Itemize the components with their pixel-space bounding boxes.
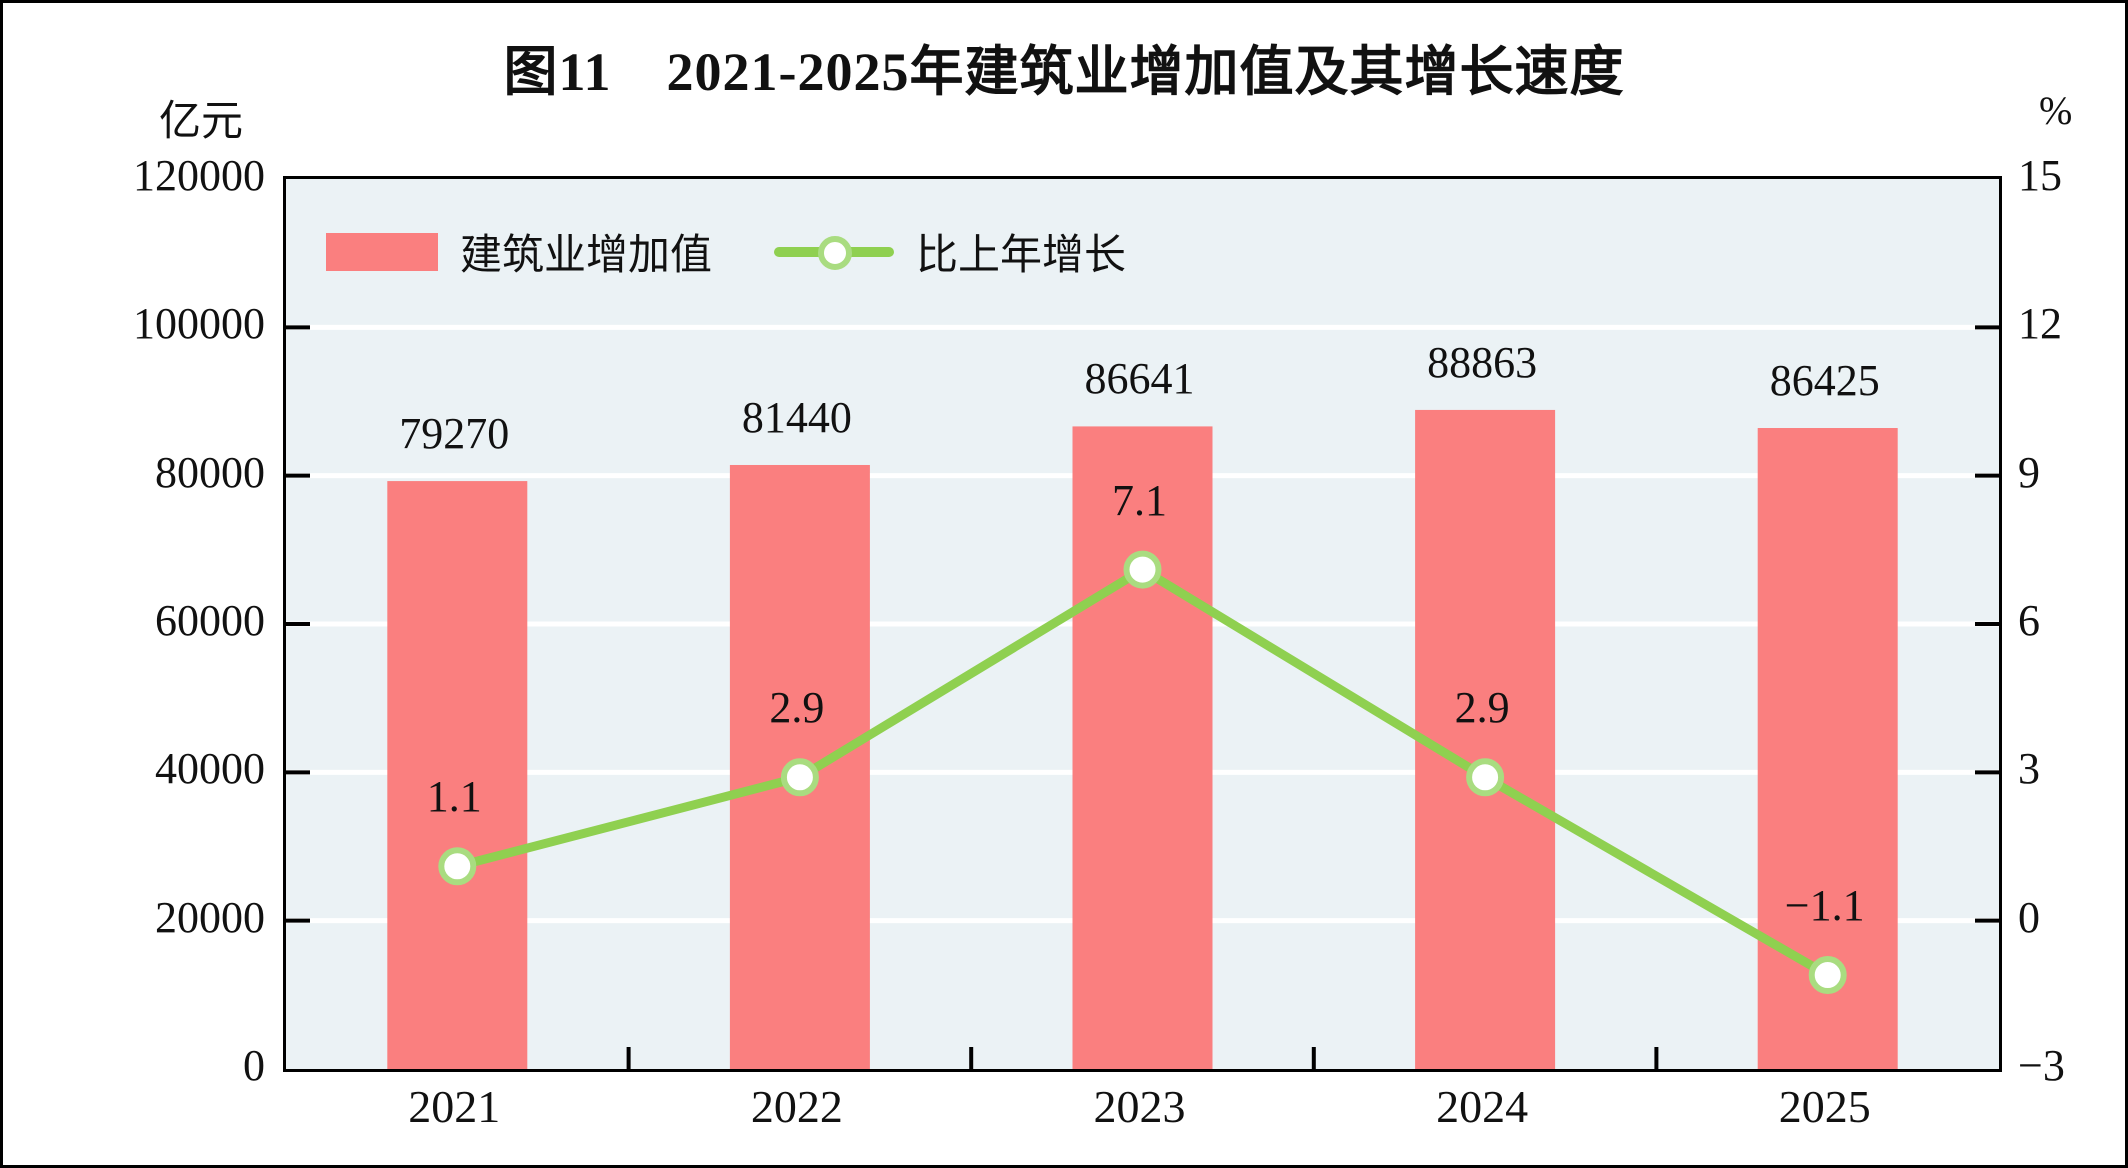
line-marker-2023 [1123, 550, 1162, 589]
legend-line-label: 比上年增长 [916, 233, 1127, 279]
line-marker-2024 [1466, 758, 1505, 797]
x-axis-label: 2025 [1778, 1081, 1871, 1132]
left-axis-tick-label: 120000 [133, 151, 265, 200]
x-axis-label: 2022 [750, 1081, 843, 1132]
left-axis-tick-label: 60000 [155, 596, 265, 645]
x-axis-label: 2023 [1093, 1081, 1186, 1132]
bar-2021 [387, 481, 528, 1069]
right-axis-unit: % [2039, 88, 2073, 133]
line-marker-2022 [780, 758, 819, 797]
chart-title: 图11 2021-2025年建筑业增加值及其增长速度 [503, 42, 1625, 102]
right-axis-tick-label: 0 [2018, 892, 2040, 942]
right-axis-tick-label: 6 [2018, 596, 2040, 645]
right-axis-tick-label: 12 [2018, 299, 2062, 349]
legend-bar-label: 建筑业增加值 [460, 233, 713, 279]
left-axis-tick-label: 80000 [155, 447, 265, 497]
left-axis-tick-label: 0 [243, 1041, 265, 1090]
x-axis-label: 2021 [408, 1081, 501, 1132]
right-axis-tick-label: 9 [2018, 447, 2040, 497]
line-marker-2021 [438, 847, 477, 886]
right-axis-tick-label: −3 [2018, 1041, 2065, 1090]
legend-line-swatch [774, 232, 895, 272]
plot-area: 建筑业增加值 比上年增长 [283, 176, 2002, 1072]
legend: 建筑业增加值 比上年增长 [326, 221, 1126, 282]
bar-2023 [1072, 426, 1213, 1069]
bar-2024 [1415, 409, 1556, 1069]
legend-line-marker-icon [818, 235, 853, 270]
right-axis-tick-label: 15 [2018, 151, 2062, 200]
right-axis-tick-label: 3 [2018, 744, 2040, 794]
line-marker-2025 [1808, 956, 1847, 995]
left-axis-tick-label: 40000 [155, 744, 265, 794]
left-axis-tick-label: 20000 [155, 892, 265, 942]
plot-canvas [286, 324, 1999, 1069]
x-axis-label: 2024 [1436, 1081, 1529, 1132]
left-axis-tick-label: 100000 [133, 299, 265, 349]
left-axis-unit: 亿元 [158, 99, 243, 145]
legend-bar-swatch [326, 232, 438, 271]
